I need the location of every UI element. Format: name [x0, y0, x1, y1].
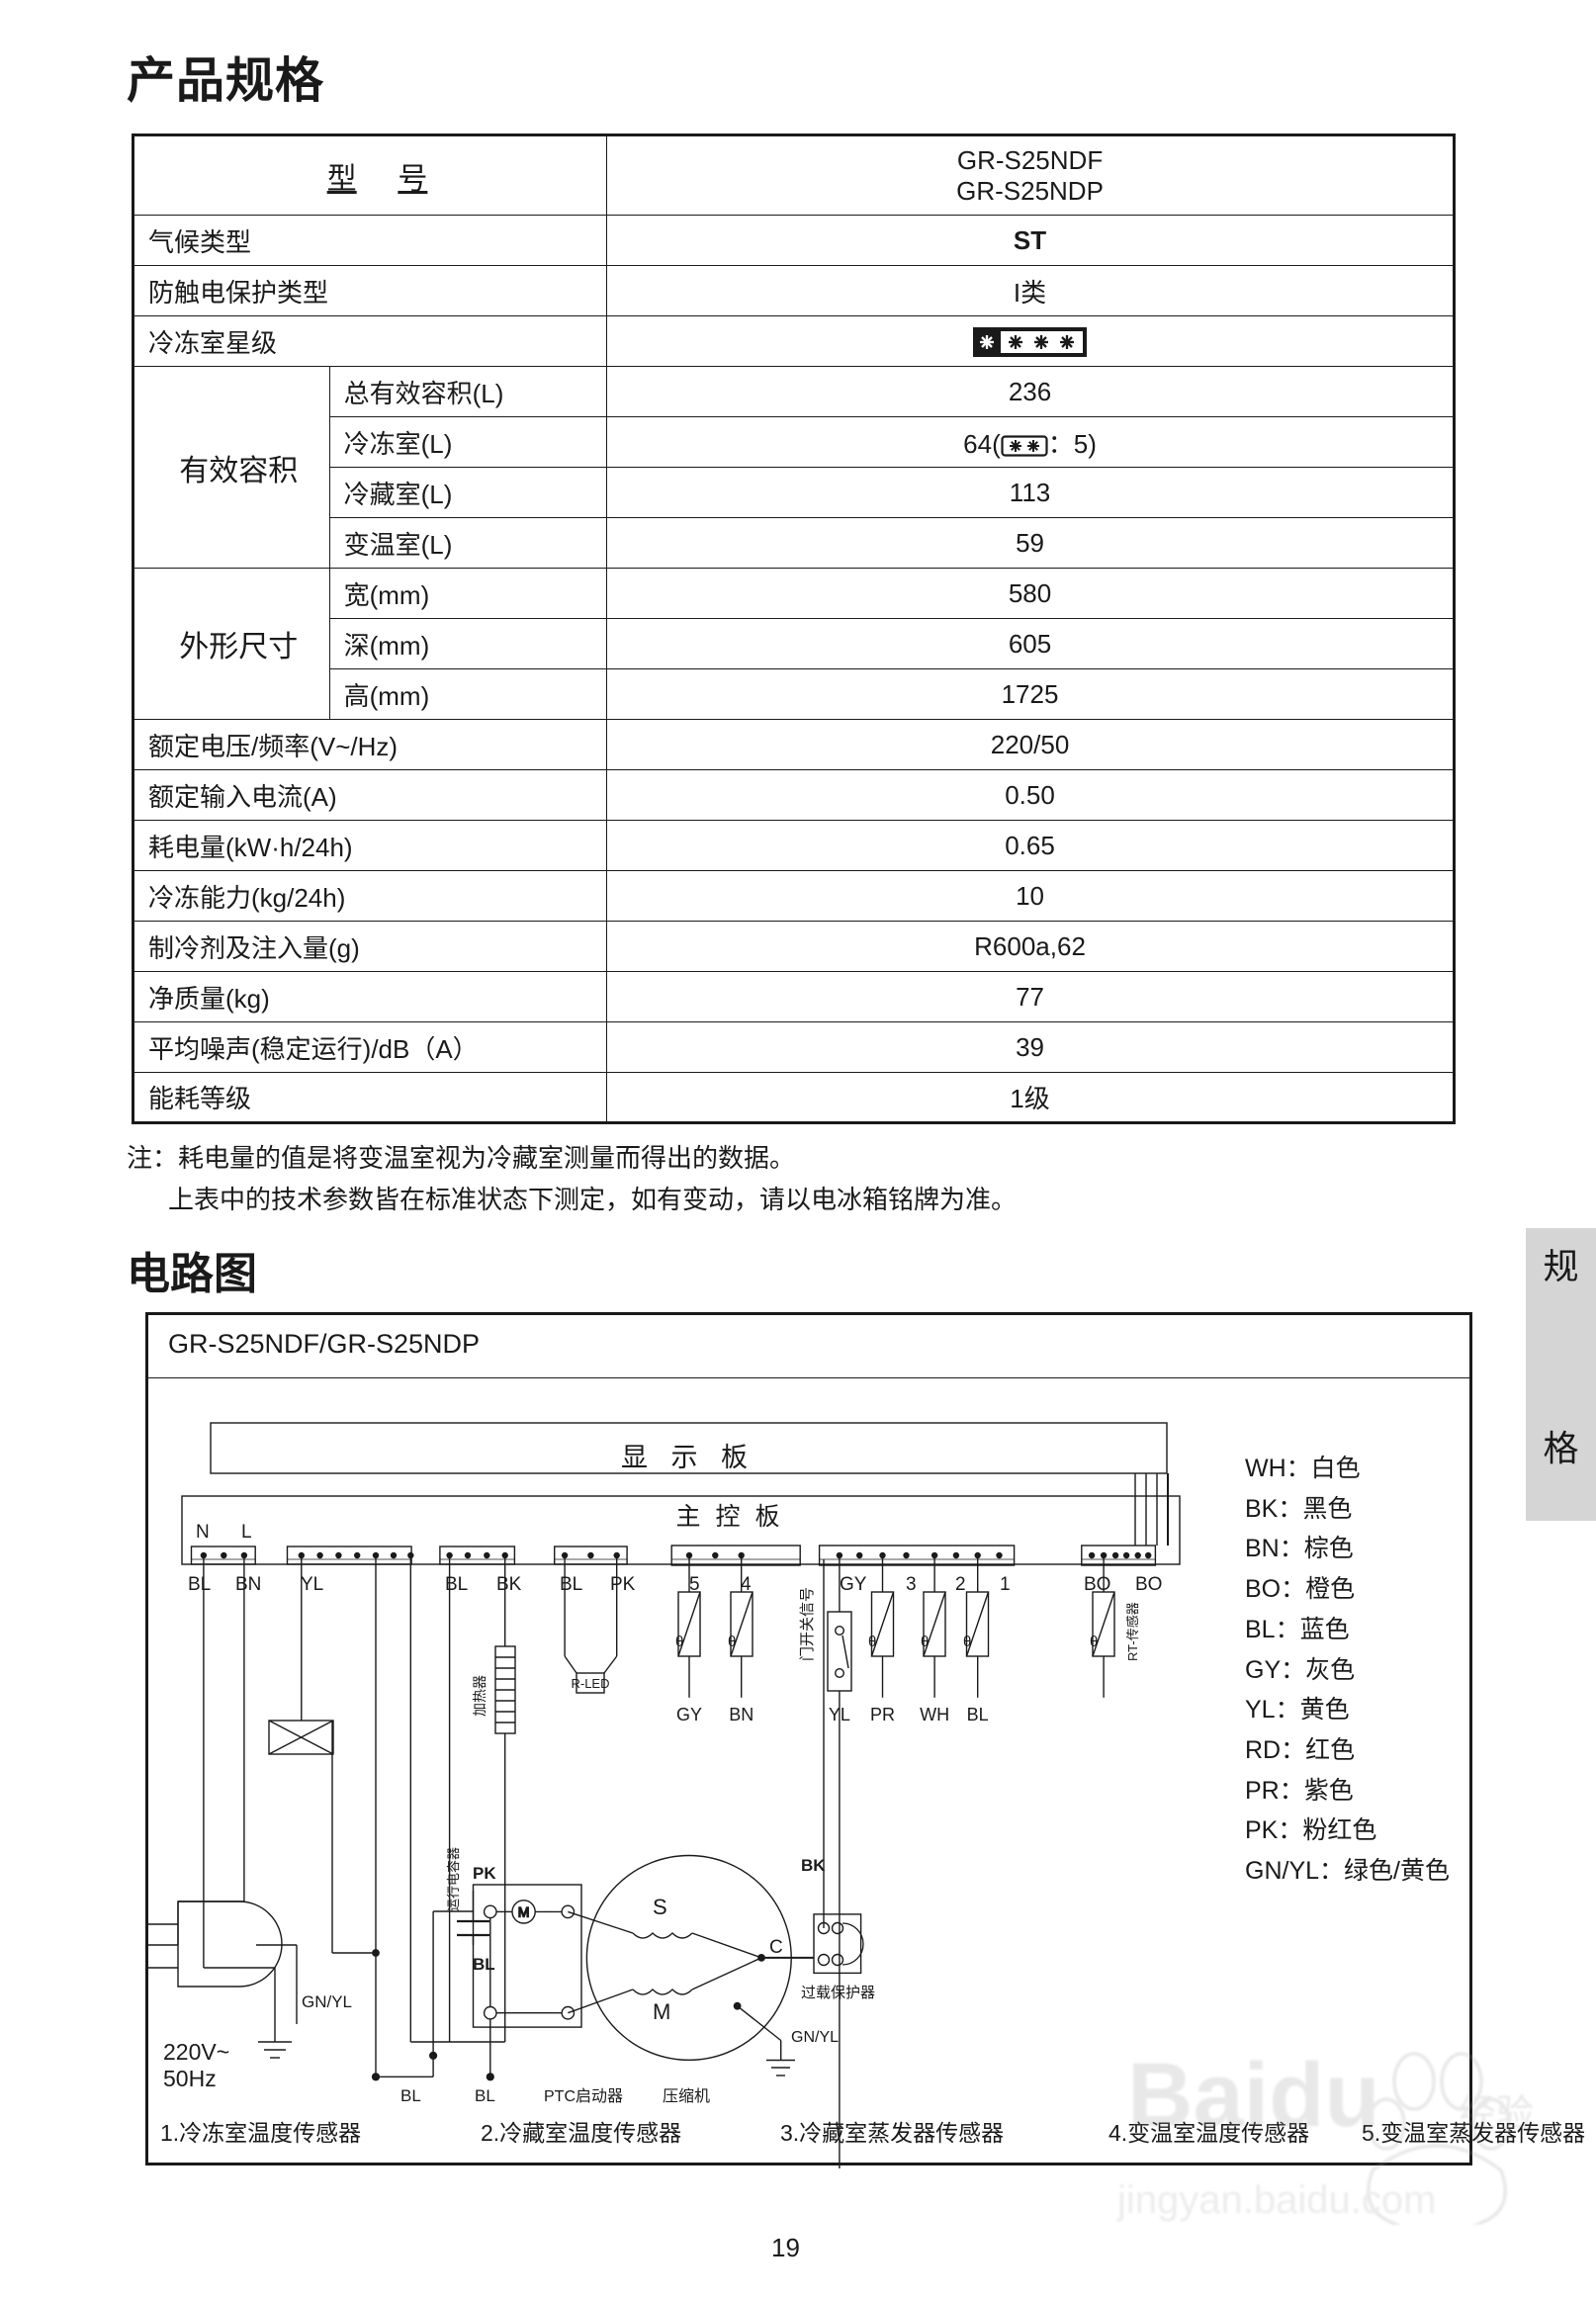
svg-text:运行电容器: 运行电容器 [446, 1847, 461, 1911]
svg-text:BN: BN [235, 1574, 261, 1595]
svg-text:GN/YL: GN/YL [302, 1992, 352, 2011]
svg-text:主 控 板: 主 控 板 [676, 1503, 784, 1531]
svg-text:PK: PK [473, 1864, 496, 1883]
svg-text:3: 3 [906, 1574, 917, 1595]
svg-text:BL: BL [400, 2086, 421, 2105]
svg-text:PR: PR [870, 1705, 895, 1724]
svg-text:加热器: 加热器 [472, 1675, 488, 1717]
svg-text:θ: θ [921, 1634, 929, 1650]
svg-text:WH: WH [920, 1705, 949, 1724]
svg-text:θ: θ [1090, 1634, 1098, 1650]
svg-text:经验: 经验 [1459, 2093, 1534, 2135]
svg-text:1: 1 [1000, 1574, 1011, 1595]
svg-text:S: S [653, 1895, 667, 1919]
svg-text:BL: BL [967, 1705, 989, 1724]
svg-text:BL: BL [445, 1574, 468, 1595]
svg-text:50Hz: 50Hz [163, 2066, 217, 2091]
svg-text:θ: θ [728, 1634, 736, 1650]
svg-text:Baidu: Baidu [1127, 2045, 1380, 2146]
svg-text:过载保护器: 过载保护器 [801, 1985, 875, 2001]
svg-text:BL: BL [560, 1574, 582, 1595]
svg-text:θ: θ [963, 1634, 971, 1650]
svg-text:YL: YL [829, 1705, 850, 1724]
svg-text:GN/YL: GN/YL [791, 2029, 839, 2046]
svg-text:压缩机: 压缩机 [663, 2087, 710, 2105]
svg-text:BO: BO [1135, 1574, 1162, 1595]
svg-text:BK: BK [496, 1574, 522, 1595]
svg-text:C: C [769, 1937, 783, 1958]
svg-text:BL: BL [473, 1955, 495, 1974]
svg-text:PK: PK [610, 1574, 636, 1595]
svg-text:门开关信号: 门开关信号 [799, 1587, 816, 1661]
svg-text:220V~: 220V~ [163, 2039, 229, 2065]
svg-text:θ: θ [868, 1634, 876, 1650]
svg-text:N: N [196, 1522, 210, 1543]
svg-text:BL: BL [188, 1574, 211, 1595]
svg-text:M: M [653, 1999, 670, 2024]
svg-text:M: M [518, 1903, 530, 1919]
svg-text:2: 2 [955, 1574, 966, 1595]
svg-text:YL: YL [301, 1574, 323, 1595]
svg-text:PTC启动器: PTC启动器 [544, 2087, 623, 2105]
svg-text:GY: GY [676, 1705, 702, 1724]
svg-text:BN: BN [729, 1705, 754, 1724]
svg-text:θ: θ [675, 1634, 683, 1650]
svg-text:BK: BK [801, 1856, 826, 1875]
svg-text:R-LED: R-LED [571, 1676, 609, 1691]
svg-text:显 示 板: 显 示 板 [621, 1443, 755, 1472]
svg-text:RT-传感器: RT-传感器 [1125, 1602, 1140, 1661]
svg-text:L: L [241, 1522, 252, 1543]
svg-text:GY: GY [840, 1574, 867, 1595]
svg-text:jingyan.baidu.com: jingyan.baidu.com [1116, 2178, 1436, 2222]
svg-text:BL: BL [475, 2086, 495, 2105]
